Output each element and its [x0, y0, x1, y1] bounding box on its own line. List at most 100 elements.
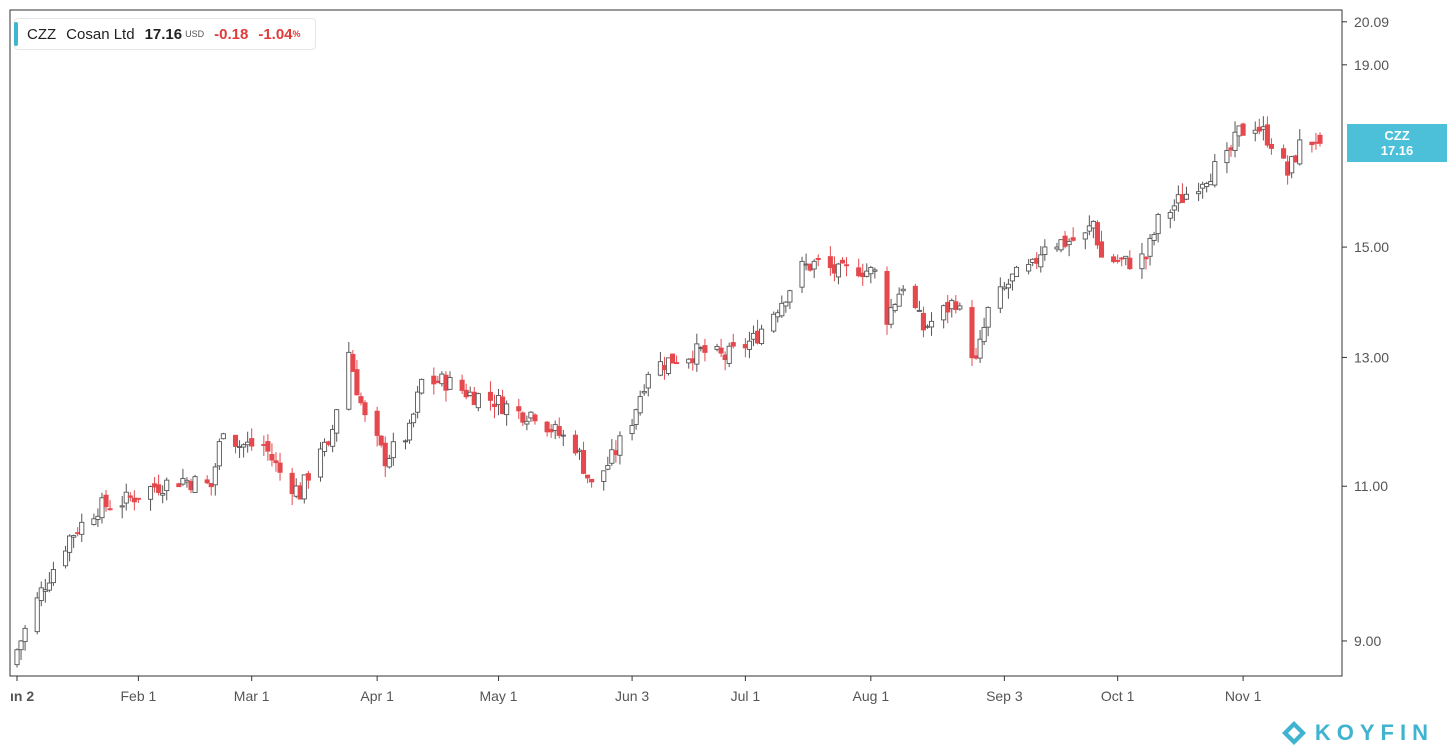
candle-body	[42, 589, 48, 592]
candle-body	[839, 259, 846, 264]
candle-body	[957, 305, 963, 310]
candle-body	[665, 357, 672, 374]
candle-body	[1224, 150, 1230, 164]
candle-body	[463, 389, 469, 398]
candle-body	[147, 486, 154, 500]
candle-body	[1260, 126, 1266, 130]
legend-price: 17.16	[144, 25, 183, 43]
candle-body	[589, 478, 595, 483]
candle-body	[22, 627, 28, 643]
candle-body	[750, 332, 757, 340]
candle-body	[1309, 141, 1315, 146]
candle-body	[164, 479, 170, 492]
candle-body	[1094, 222, 1100, 246]
candle-body	[977, 338, 983, 359]
candle-body	[330, 429, 336, 447]
legend-symbol: CZZ	[27, 25, 57, 43]
candle-body	[495, 395, 502, 406]
candle-body	[1183, 193, 1190, 200]
candle-body	[249, 438, 255, 447]
candle-body	[1034, 257, 1040, 264]
candle-body	[50, 569, 56, 584]
candle-body	[953, 301, 959, 310]
candle-body	[46, 582, 52, 591]
candle-body	[900, 288, 906, 292]
candle-body	[516, 406, 522, 412]
candle-body	[617, 435, 623, 456]
candle-body	[459, 379, 465, 391]
candle-body	[609, 449, 615, 464]
candle-body	[799, 260, 805, 288]
candle-body	[924, 325, 931, 328]
candle-body	[726, 345, 732, 364]
price-tag-value: 17.16	[1380, 143, 1414, 158]
x-tick-label: Jun 3	[615, 688, 649, 704]
x-tick-label: Oct 1	[1101, 688, 1135, 704]
candle-body	[1123, 255, 1129, 259]
candle-body	[520, 412, 526, 423]
candle-body	[811, 260, 817, 270]
candle-body	[1119, 257, 1125, 260]
candle-body	[277, 462, 283, 473]
candle-body	[346, 351, 352, 410]
candle-body	[1196, 191, 1202, 195]
candle-body	[435, 380, 441, 383]
candle-body	[321, 441, 328, 452]
candle-body	[467, 391, 473, 396]
candle-body	[1171, 205, 1177, 211]
candle-body	[674, 362, 680, 365]
candle-body	[326, 441, 332, 445]
koyfin-logo: KOYFIN	[1281, 720, 1434, 746]
candle-body	[245, 441, 251, 446]
candle-body	[305, 473, 311, 481]
candle-body	[354, 369, 360, 396]
candle-body	[1289, 156, 1295, 174]
y-tick-label: 11.00	[1354, 478, 1388, 494]
candle-body	[969, 307, 975, 359]
candle-body	[18, 640, 24, 651]
ticker-legend[interactable]: CZZ Cosan Ltd 17.16 USD -0.18 -1.04 %	[14, 18, 316, 50]
candle-body	[1139, 253, 1145, 270]
candle-body	[362, 402, 368, 416]
candle-body	[1013, 266, 1020, 278]
y-tick-label: 9.00	[1354, 633, 1381, 649]
x-tick-label: Sep 3	[986, 688, 1023, 704]
candle-body	[1281, 148, 1287, 159]
candle-body	[184, 479, 190, 483]
candle-body	[192, 476, 198, 493]
candle-body	[690, 358, 696, 364]
candle-body	[75, 532, 81, 535]
candle-body	[1086, 225, 1092, 232]
candle-body	[945, 301, 951, 313]
candle-body	[928, 320, 935, 328]
candle-body	[1236, 125, 1242, 137]
candle-body	[160, 493, 166, 496]
y-tick-label: 19.00	[1354, 57, 1389, 73]
candle-body	[1285, 161, 1291, 176]
candle-body	[491, 403, 498, 407]
candle-body	[775, 312, 781, 318]
candle-body	[661, 364, 668, 371]
candle-body	[119, 505, 125, 508]
candle-body	[827, 256, 833, 268]
candle-body	[208, 483, 214, 488]
candle-body	[1155, 214, 1161, 235]
candle-body	[1009, 273, 1016, 282]
candle-body	[14, 649, 20, 666]
candle-body	[1115, 259, 1121, 262]
candle-body	[237, 445, 243, 448]
candle-body	[552, 424, 558, 431]
candle-body	[686, 358, 692, 364]
candle-body	[91, 518, 97, 525]
candle-body	[835, 263, 842, 278]
candle-body	[1062, 235, 1068, 247]
candle-body	[1005, 283, 1011, 289]
candle-body	[1030, 258, 1036, 263]
candle-body	[1090, 220, 1096, 229]
x-tick-label: Jul 1	[731, 688, 761, 704]
candle-body	[1070, 237, 1076, 241]
candle-body	[528, 411, 534, 419]
candle-body	[572, 434, 578, 454]
